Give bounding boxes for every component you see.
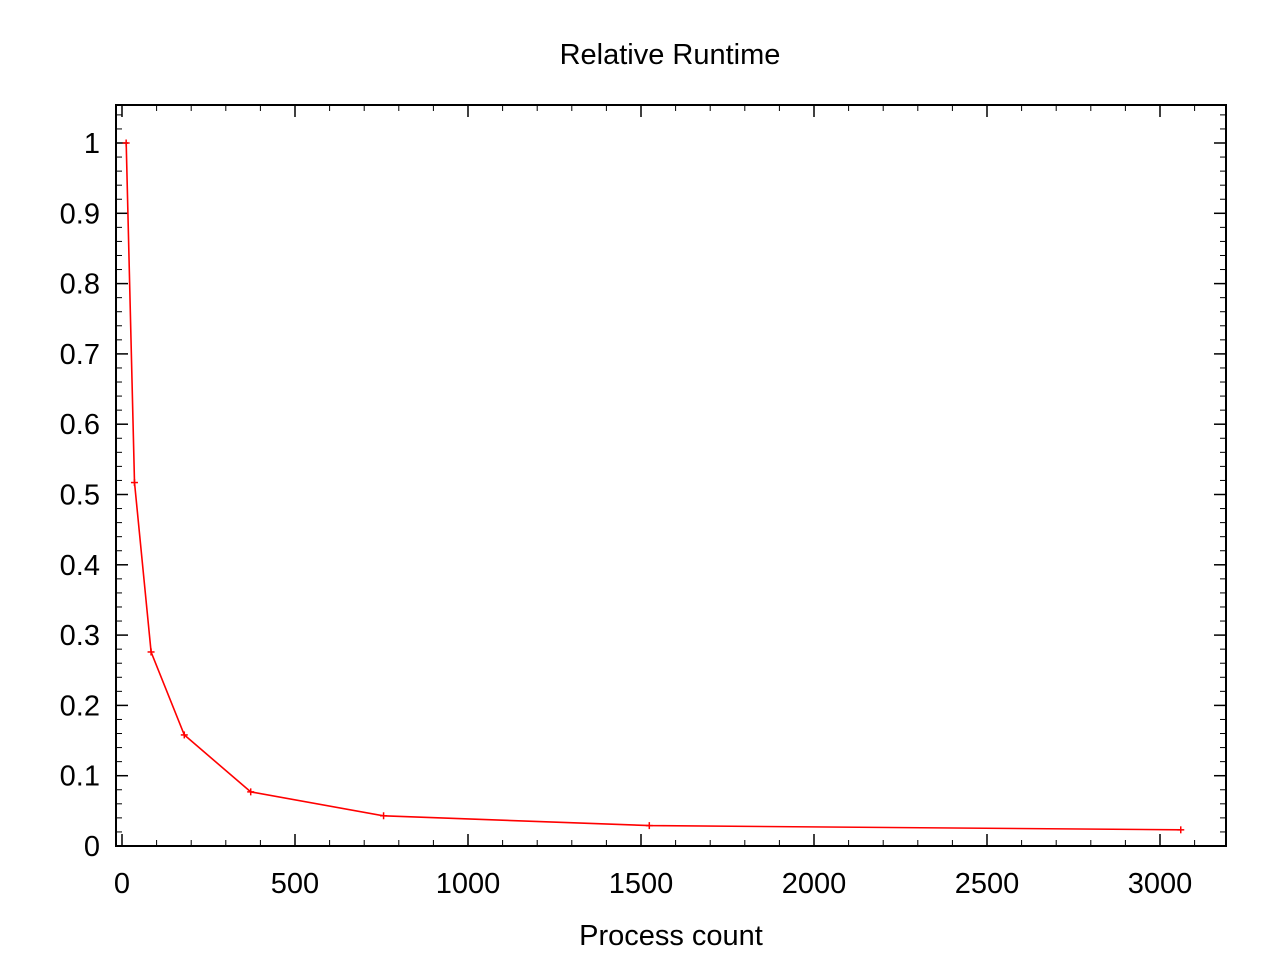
data-point [247, 788, 255, 796]
chart-title: Relative Runtime [560, 39, 781, 71]
y-tick-label: 0.7 [60, 339, 100, 371]
x-tick-label: 1000 [436, 868, 501, 900]
data-point [380, 812, 388, 820]
y-axis-ticks: 0 0.1 0.2 0.3 0.4 0.5 0.6 0.7 0.8 0.9 1 [60, 114, 1226, 863]
plot-frame [115, 104, 1227, 847]
series-line [125, 142, 1181, 831]
x-tick-label: 2000 [782, 868, 847, 900]
data-point [180, 731, 188, 739]
x-tick-label: 1500 [609, 868, 674, 900]
y-tick-label: 0 [84, 831, 100, 863]
y-tick-label: 0.1 [60, 761, 100, 793]
x-axis-label: Process count [579, 920, 763, 952]
x-tick-label: 2500 [955, 868, 1020, 900]
x-axis-ticks: 0 500 1000 1500 2000 2500 3000 [114, 105, 1196, 900]
data-point [130, 479, 138, 487]
y-tick-label: 0.2 [60, 690, 100, 722]
data-point [122, 139, 130, 147]
series-layer [122, 139, 1185, 834]
data-point [1177, 826, 1185, 834]
y-tick-label: 0.8 [60, 269, 100, 301]
data-point [645, 822, 653, 830]
y-tick-label: 0.4 [60, 550, 100, 582]
y-tick-label: 0.6 [60, 409, 100, 441]
x-tick-label: 0 [114, 868, 130, 900]
x-tick-label: 500 [271, 868, 319, 900]
y-tick-label: 0.5 [60, 480, 100, 512]
y-tick-label: 1 [84, 128, 100, 160]
data-point [147, 648, 155, 656]
y-tick-label: 0.3 [60, 620, 100, 652]
y-tick-label: 0.9 [60, 198, 100, 230]
x-tick-label: 3000 [1128, 868, 1193, 900]
